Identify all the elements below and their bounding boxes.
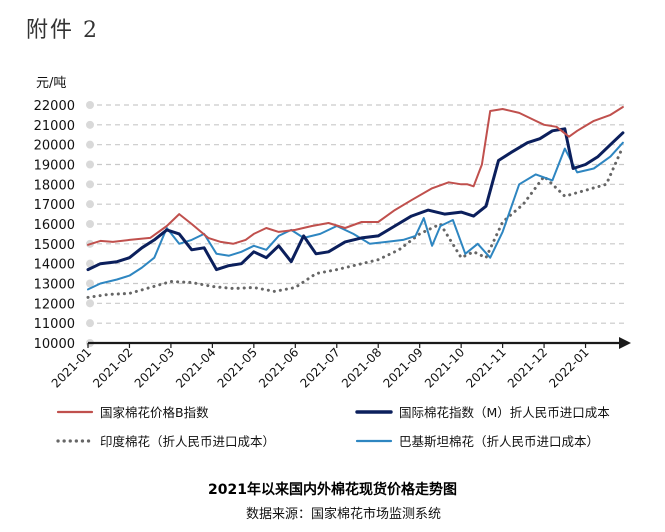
x-axis-arrow: [619, 337, 631, 349]
x-tick-label: 2022-01: [546, 345, 591, 390]
legend-label: 印度棉花（折人民币进口成本）: [100, 434, 275, 449]
y-tick-label: 12000: [34, 297, 75, 312]
x-tick-label: 2021-06: [256, 345, 301, 390]
y-tick-label: 19000: [34, 159, 75, 174]
attachment-label: 附件 2: [26, 18, 99, 43]
x-tick-label: 2021-03: [132, 345, 177, 390]
x-tick-label: 2021-02: [90, 345, 135, 390]
grid-lines: [86, 101, 627, 347]
y-tick-label: 16000: [34, 218, 75, 233]
y-tick-label: 14000: [34, 258, 75, 273]
y-axis-unit-label: 元/吨: [36, 76, 66, 91]
x-tick-label: 2021-11: [463, 345, 508, 390]
series-line-1: [86, 127, 625, 272]
series-line-0: [87, 106, 624, 246]
x-tick-label: 2021-04: [173, 345, 218, 390]
y-tick-marker: [86, 299, 94, 308]
series-line-2: [86, 145, 625, 299]
series-lines: [86, 106, 625, 299]
y-tick-marker: [86, 120, 94, 129]
y-tick-label: 21000: [34, 119, 75, 134]
legend: 国家棉花价格B指数 国际棉花指数（M）折人民币进口成本印度棉花（折人民币进口成本）…: [56, 405, 610, 449]
y-tick-label: 13000: [34, 278, 75, 293]
legend-label: 巴基斯坦棉花（折人民币进口成本）: [399, 434, 599, 449]
y-tick-marker: [86, 200, 94, 209]
y-tick-label: 15000: [34, 238, 75, 253]
y-axis-ticks: 22000 21000 20000 19000 18000 17000 16000 15000…: [34, 99, 75, 352]
x-tick-label: 2021-05: [215, 345, 260, 390]
x-tick-label: 2021-07: [298, 345, 343, 390]
x-tick-label: 2021-10: [422, 345, 467, 390]
chart-title: 2021年以来国内外棉花现货价格走势图: [208, 482, 457, 498]
y-tick-label: 11000: [34, 317, 75, 332]
data-source-note: 数据来源：国家棉花市场监测系统: [246, 507, 442, 522]
y-tick-marker: [86, 180, 94, 189]
y-tick-label: 18000: [34, 178, 75, 193]
y-tick-label: 17000: [34, 198, 75, 213]
x-tick-label: 2021-01: [49, 345, 94, 390]
x-tick-label: 2021-09: [380, 345, 425, 390]
legend-label: 国家棉花价格B指数: [100, 405, 209, 420]
y-tick-marker: [86, 279, 94, 288]
y-tick-label: 10000: [34, 337, 75, 352]
y-tick-marker: [86, 140, 94, 149]
x-axis-ticks: 2021-012021-022021-032021-042021-052021-…: [49, 343, 592, 391]
y-tick-marker: [86, 259, 94, 268]
legend-label: 国际棉花指数（M）折人民币进口成本: [399, 405, 610, 420]
x-tick-label: 2021-08: [339, 345, 384, 390]
y-tick-marker: [86, 160, 94, 169]
y-tick-marker: [86, 319, 94, 328]
y-tick-marker: [86, 101, 94, 109]
x-tick-label: 2021-12: [505, 345, 550, 390]
y-tick-label: 20000: [34, 139, 75, 154]
y-tick-marker: [86, 220, 94, 228]
series-line-3: [87, 141, 624, 291]
y-tick-label: 22000: [34, 99, 75, 114]
